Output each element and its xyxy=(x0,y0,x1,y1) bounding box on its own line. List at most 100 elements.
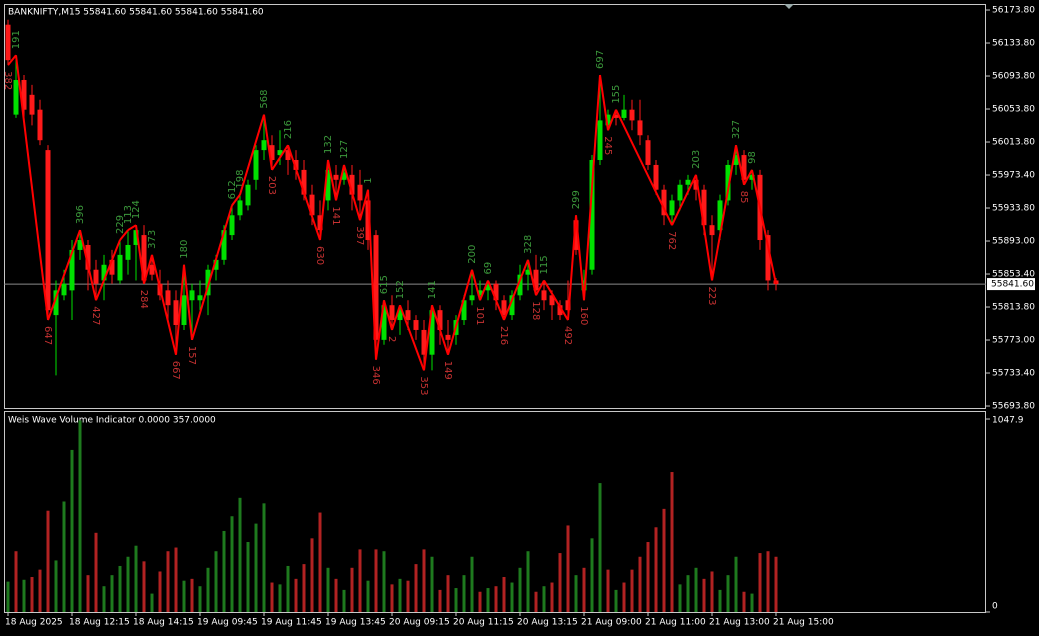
volume-bar xyxy=(102,586,106,612)
candle-body xyxy=(325,169,331,201)
candle-body xyxy=(45,150,51,311)
volume-bar xyxy=(86,575,90,612)
volume-bar xyxy=(174,547,178,612)
volume-bar xyxy=(486,588,490,612)
candle-body xyxy=(509,295,515,316)
wave-label: 141 xyxy=(330,206,341,225)
y-tick-label: 55893.00 xyxy=(992,237,1035,247)
volume-bar xyxy=(430,556,434,612)
y-tick-label: 55773.00 xyxy=(992,336,1035,346)
candle-body xyxy=(77,240,83,250)
zigzag-segment xyxy=(135,225,145,284)
candle-body xyxy=(765,235,771,281)
zigzag-segment xyxy=(615,109,673,226)
candle-body xyxy=(421,329,427,355)
volume-bar xyxy=(78,420,82,612)
candle-body xyxy=(29,94,35,115)
volume-bar xyxy=(278,584,282,612)
candle-body xyxy=(53,290,59,316)
candle-body xyxy=(461,300,467,321)
wave-label: 124 xyxy=(131,200,142,219)
candle-body xyxy=(645,140,651,165)
candle-body xyxy=(357,184,363,201)
volume-bar xyxy=(422,549,426,612)
wave-label: 229 xyxy=(115,215,126,234)
zigzag-segment xyxy=(15,55,49,321)
candle-body xyxy=(581,280,587,291)
candle-body xyxy=(429,310,435,355)
volume-bar xyxy=(94,532,98,612)
zigzag-segment xyxy=(95,239,121,301)
wave-label: 327 xyxy=(731,120,742,139)
volume-bar xyxy=(374,549,378,612)
x-tick-label: 20 Aug 09:15 xyxy=(389,618,450,628)
x-tick-label: 19 Aug 11:45 xyxy=(261,618,322,628)
candle-body xyxy=(245,184,251,206)
volume-bar xyxy=(142,561,146,612)
volume-bar xyxy=(654,527,658,612)
zigzag-segment xyxy=(487,280,505,321)
wave-label: 427 xyxy=(90,306,101,325)
zigzag-segment xyxy=(287,144,321,241)
wave-label: 373 xyxy=(147,230,158,249)
candle-body xyxy=(61,283,67,296)
candle-body xyxy=(381,305,387,340)
volume-bar xyxy=(686,575,690,612)
zigzag-segment xyxy=(119,229,129,241)
volume-bar xyxy=(110,575,114,612)
zigzag-segment xyxy=(239,114,265,195)
x-tick-label: 18 Aug 14:15 xyxy=(133,618,194,628)
volume-bar xyxy=(38,569,42,612)
volume-bar xyxy=(734,556,738,612)
volume-bar xyxy=(22,579,26,612)
wave-label: 127 xyxy=(339,140,350,159)
x-tick-label: 21 Aug 11:00 xyxy=(645,618,706,628)
volume-bar xyxy=(758,553,762,612)
volume-bar xyxy=(494,586,498,612)
volume-bar xyxy=(166,551,170,612)
candle-body xyxy=(261,140,267,151)
volume-bar xyxy=(414,564,418,612)
zigzag-segment xyxy=(367,189,377,360)
zigzag-segment xyxy=(543,279,569,321)
wave-label: 1 xyxy=(363,177,374,183)
y-tick-label: 55933.80 xyxy=(992,204,1035,214)
zigzag-segment xyxy=(503,259,529,321)
zigzag-segment xyxy=(127,224,137,231)
wave-label: 647 xyxy=(42,326,53,345)
volume-bar xyxy=(238,497,242,612)
zigzag-segment xyxy=(263,114,273,171)
wave-label: 216 xyxy=(283,120,294,139)
candle-body xyxy=(269,145,275,161)
wave-label: 612 xyxy=(227,180,238,199)
volume-bar xyxy=(70,449,74,612)
candle-body xyxy=(693,179,699,190)
candle-body xyxy=(277,150,283,156)
candle-body xyxy=(589,160,595,270)
zigzag-segment xyxy=(671,174,697,226)
volume-bar xyxy=(702,578,706,612)
zigzag-segment xyxy=(47,229,81,321)
zigzag-segment xyxy=(527,259,537,296)
wave-label: 396 xyxy=(75,205,86,224)
wave-label: 69 xyxy=(483,262,494,275)
volume-bar xyxy=(358,549,362,612)
zigzag-segment xyxy=(375,300,385,360)
volume-bar xyxy=(342,589,346,612)
volume-bar xyxy=(270,582,274,612)
wave-label: 155 xyxy=(611,85,622,104)
candle-body xyxy=(133,230,139,245)
main-panel xyxy=(4,4,986,409)
volume-bar xyxy=(222,530,226,612)
candle-body xyxy=(109,259,115,275)
candle-body xyxy=(565,300,571,311)
x-tick-label: 21 Aug 09:00 xyxy=(581,618,642,628)
volume-bar xyxy=(326,567,330,612)
wave-label: 203 xyxy=(691,150,702,169)
candle-body xyxy=(389,305,395,321)
y-tick-label: 55733.40 xyxy=(992,369,1035,379)
volume-bar xyxy=(742,591,746,612)
candle-body xyxy=(365,200,371,241)
candle-body xyxy=(573,220,579,250)
candle-body xyxy=(749,174,755,180)
